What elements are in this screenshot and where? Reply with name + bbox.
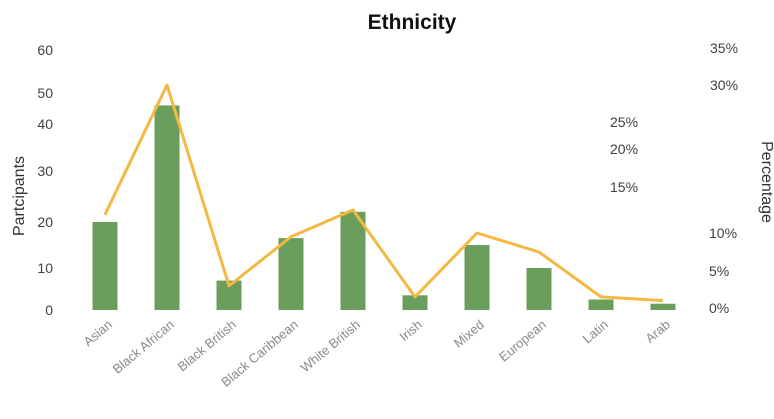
y2-axis-ticks: 0% 5% 10% 15% 20% 25% 30% 35% xyxy=(610,40,738,316)
percentage-line xyxy=(103,83,664,303)
y-tick-label: 30 xyxy=(37,163,53,179)
category-label: Mixed xyxy=(451,317,487,351)
category-label: Irish xyxy=(396,317,424,344)
category-label: Arab xyxy=(642,317,673,346)
bar-black-african xyxy=(154,105,180,311)
y-tick-label: 50 xyxy=(37,85,53,101)
bar-white-british xyxy=(340,211,366,310)
category-label: Black African xyxy=(110,317,177,377)
y2-axis-label: Percentage xyxy=(758,141,774,223)
y2-tick-label: 20% xyxy=(610,141,638,157)
y2-tick-label: 30% xyxy=(710,77,738,93)
y2-tick-label: 25% xyxy=(610,114,638,130)
y2-tick-label: 0% xyxy=(709,300,729,316)
bar-irish xyxy=(402,295,428,310)
bar-european xyxy=(526,268,552,310)
y-tick-label: 40 xyxy=(37,116,53,132)
category-label: Black British xyxy=(174,317,238,374)
y2-tick-label: 10% xyxy=(709,225,737,241)
bar-mixed xyxy=(464,245,490,310)
y-tick-label: 10 xyxy=(37,260,53,276)
y-tick-label: 0 xyxy=(45,302,53,318)
percentage-line-series xyxy=(103,83,664,303)
category-label: European xyxy=(496,317,549,365)
y-tick-label: 20 xyxy=(37,214,53,230)
chart-title: Ethnicity xyxy=(368,11,457,34)
bar-black-caribbean xyxy=(278,238,304,310)
bar-arab xyxy=(650,303,676,310)
bar-latin xyxy=(588,299,614,310)
category-label: White British xyxy=(297,317,363,375)
y-tick-label: 60 xyxy=(37,42,53,58)
category-label: Asian xyxy=(80,317,115,349)
bar-asian xyxy=(92,222,118,310)
y2-tick-label: 15% xyxy=(610,179,638,195)
category-label: Latin xyxy=(580,317,611,347)
y-axis-label: Partcipants xyxy=(11,156,28,236)
y-axis-ticks: 0 10 20 30 40 50 60 xyxy=(37,42,53,318)
bars xyxy=(92,105,676,311)
y2-tick-label: 35% xyxy=(710,40,738,56)
y2-tick-label: 5% xyxy=(709,263,729,279)
